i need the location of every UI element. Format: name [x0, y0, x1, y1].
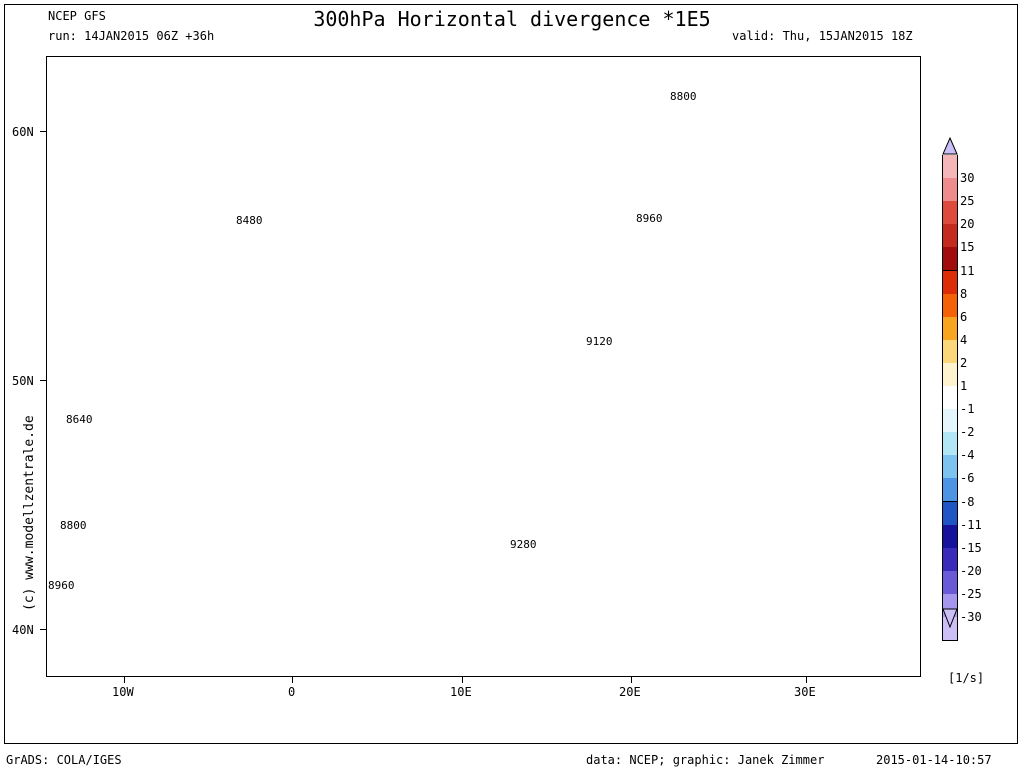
lon-label: 0 — [288, 685, 296, 699]
colorbar-swatch — [942, 339, 958, 364]
contour-label: 8480 — [236, 214, 263, 227]
lon-tick — [292, 677, 293, 683]
colorbar-bottom-arrow — [942, 608, 958, 628]
colorbar-level: -6 — [960, 471, 975, 486]
colorbar-swatch — [942, 362, 958, 387]
colorbar-level: -25 — [960, 586, 982, 601]
colorbar-level: -4 — [960, 448, 975, 463]
lon-tick — [631, 677, 632, 683]
colorbar-level: 15 — [960, 240, 975, 255]
colorbar-swatch — [942, 270, 958, 295]
colorbar-level: 20 — [960, 217, 975, 232]
timestamp: 2015-01-14-10:57 — [876, 753, 992, 767]
contour-label: 9280 — [510, 538, 537, 551]
contour-label: 8800 — [670, 90, 697, 103]
colorbar-swatch — [942, 247, 958, 272]
lon-label: 20E — [619, 685, 641, 699]
colorbar-level: 25 — [960, 194, 975, 209]
colorbar-swatch — [942, 501, 958, 526]
lat-tick — [40, 629, 46, 630]
colorbar-top-arrow — [942, 137, 958, 155]
watermark-text: (c) www.modellzentrale.de — [22, 415, 37, 611]
colorbar-swatch — [942, 617, 958, 642]
colorbar-level: 1 — [960, 379, 968, 393]
lon-tick — [124, 677, 125, 683]
colorbar-level: -11 — [960, 517, 982, 532]
lon-tick — [462, 677, 463, 683]
colorbar-swatch — [942, 478, 958, 503]
colorbar-swatch — [942, 293, 958, 318]
colorbar-level: -20 — [960, 563, 982, 578]
colorbar-swatch — [942, 224, 958, 249]
lat-label: 60N — [12, 125, 34, 139]
data-credit: data: NCEP; graphic: Janek Zimmer — [586, 753, 825, 767]
lon-label: 10E — [450, 685, 472, 699]
colorbar-level: -15 — [960, 540, 982, 555]
colorbar-swatch — [942, 455, 958, 480]
colorbar-level: 4 — [960, 332, 968, 347]
colorbar-swatch — [942, 570, 958, 595]
colorbar-swatch — [942, 386, 958, 411]
run-info: run: 14JAN2015 06Z +36h — [48, 29, 215, 43]
lat-label: 50N — [12, 374, 34, 388]
lat-label: 40N — [12, 623, 34, 637]
colorbar-swatch — [942, 524, 958, 549]
colorbar-level: -8 — [960, 494, 975, 509]
colorbar-level: 2 — [960, 355, 968, 370]
lat-tick — [40, 131, 46, 132]
colorbar-swatch — [942, 409, 958, 434]
colorbar-swatch — [942, 547, 958, 572]
lon-label: 10W — [112, 685, 134, 699]
contour-label: 8960 — [636, 212, 663, 225]
lat-tick — [40, 380, 46, 381]
plot-frame — [4, 4, 1018, 744]
contour-label: 8960 — [48, 579, 75, 592]
map-area — [46, 56, 921, 677]
colorbar-level: -30 — [960, 610, 982, 624]
colorbar-level: -1 — [960, 402, 975, 417]
colorbar-swatch — [942, 316, 958, 341]
colorbar-swatch — [942, 178, 958, 203]
colorbar-swatch — [942, 432, 958, 457]
colorbar-level: -2 — [960, 425, 975, 440]
contour-label: 9120 — [586, 335, 613, 348]
colorbar-level: 8 — [960, 286, 968, 301]
lon-label: 30E — [794, 685, 816, 699]
colorbar-swatch — [942, 201, 958, 226]
colorbar-unit: [1/s] — [948, 671, 985, 685]
contour-label: 8640 — [66, 413, 93, 426]
valid-time: valid: Thu, 15JAN2015 18Z — [732, 29, 913, 43]
contour-label: 8800 — [60, 519, 87, 532]
colorbar-swatch — [942, 155, 958, 180]
colorbar-level: 6 — [960, 309, 968, 324]
model-name: NCEP GFS — [48, 9, 106, 23]
colorbar-level: 30 — [960, 171, 975, 186]
software-credit: GrADS: COLA/IGES — [6, 753, 122, 767]
lon-tick — [806, 677, 807, 683]
chart-title: 300hPa Horizontal divergence *1E5 — [313, 7, 711, 31]
colorbar-level: 11 — [960, 263, 975, 278]
